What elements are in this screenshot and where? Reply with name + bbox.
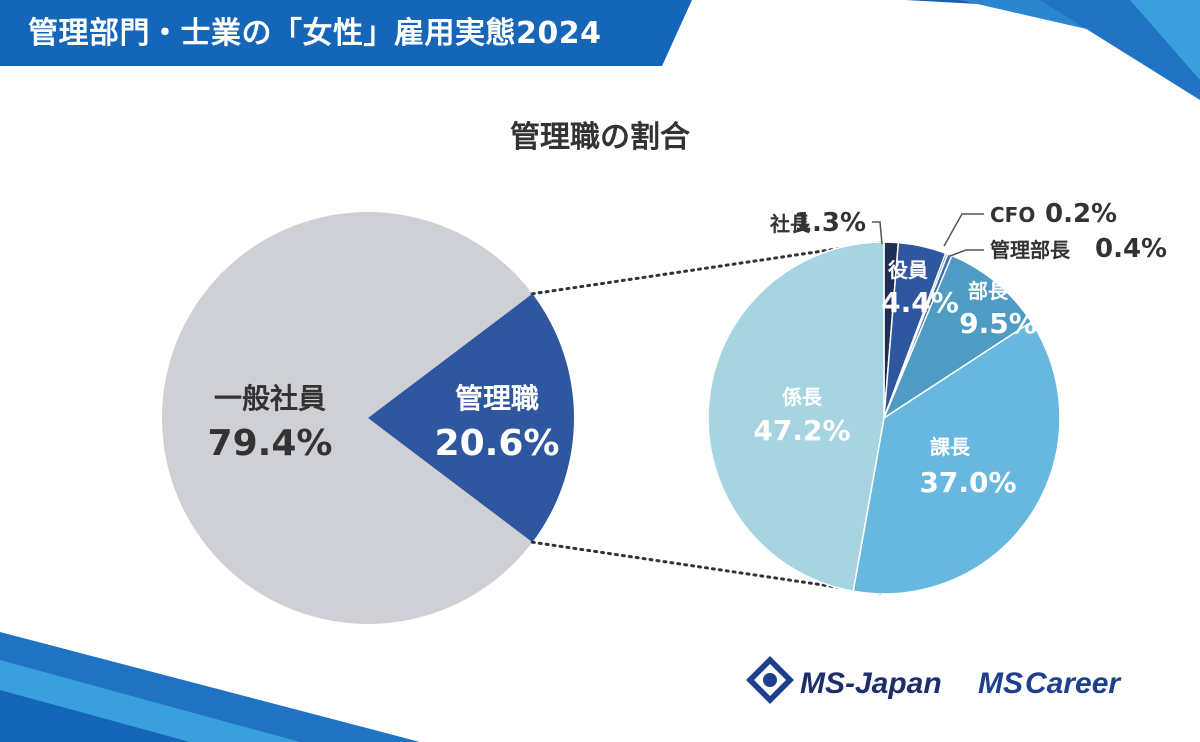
slice-label-subsection-chief: 係長	[782, 385, 823, 409]
slice-label-management: 管理職	[455, 382, 539, 415]
header-banner	[0, 0, 692, 66]
slice-label-officer: 役員	[888, 258, 928, 282]
connector-bottom	[530, 540, 886, 596]
slice-value-admin-manager: 0.4%	[1095, 234, 1167, 264]
slice-value-division-head: 9.5%	[959, 307, 1037, 340]
slice-value-cfo: 0.2%	[1045, 199, 1117, 229]
decor-stripe	[1130, 0, 1200, 80]
ms-japan-logo-mark	[763, 673, 777, 687]
ms-japan-logo-text: MS-Japan	[800, 667, 942, 700]
pie-slice-general	[162, 212, 533, 624]
leader-president	[872, 221, 883, 245]
slice-value-general: 79.4%	[208, 423, 333, 464]
slice-value-subsection-chief: 47.2%	[753, 414, 850, 447]
slice-value-section-chief: 37.0%	[919, 466, 1016, 499]
slice-value-management: 20.6%	[435, 423, 560, 464]
decor-stripe	[0, 690, 190, 742]
pie-slice-4	[882, 254, 1033, 420]
main-pie: 一般社員 79.4% 管理職 20.6%	[162, 212, 575, 624]
ms-career-logo-ms: MS	[978, 667, 1023, 700]
slice-value-officer: 4.4%	[881, 286, 959, 319]
leader-admin-manager	[949, 249, 984, 257]
slice-label-division-head: 部長	[968, 279, 1009, 303]
page-title: 管理部門・士業の「女性」雇用実態2024	[28, 16, 602, 51]
slice-label-general: 一般社員	[214, 382, 326, 415]
ms-career-logo: MSCareer	[978, 667, 1122, 700]
pie-connectors	[530, 240, 886, 596]
ms-career-logo-career: Career	[1025, 667, 1122, 700]
breakdown-pie: 社長1.3% 役員 4.4% CFO 0.2% 管理部長 0.4% 部長 9.5% 課長 37.0%…	[707, 199, 1167, 595]
slice-label-admin-manager: 管理部長	[990, 238, 1071, 262]
slice-label-section-chief: 課長	[930, 435, 971, 459]
pie-slice-5	[852, 320, 1061, 595]
slice-label-cfo: CFO	[990, 203, 1035, 227]
ms-career-logo-text: MSCareer	[978, 667, 1122, 700]
leader-cfo	[943, 213, 984, 247]
chart-title: 管理職の割合	[510, 120, 690, 155]
pie-slice-management	[368, 293, 575, 543]
connector-top	[530, 240, 886, 296]
slice-label-president: 社長	[769, 212, 811, 236]
pie-slice-6	[707, 241, 885, 593]
ms-japan-logo: MS-Japan	[746, 656, 942, 704]
slice-value-president: 1.3%	[794, 208, 866, 238]
